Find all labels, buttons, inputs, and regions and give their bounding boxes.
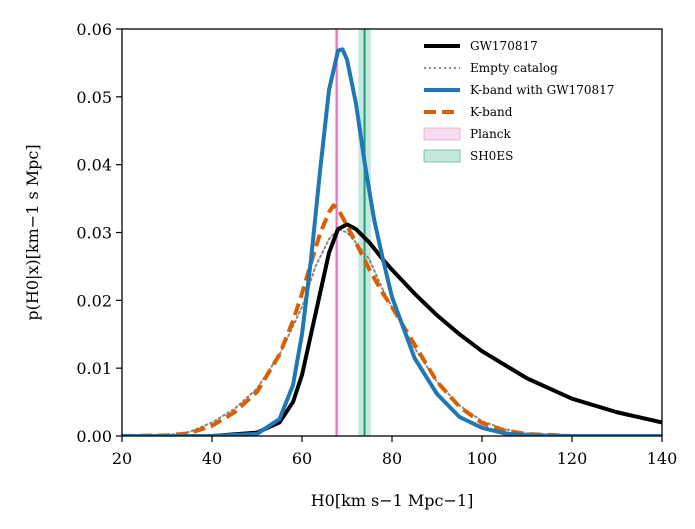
legend-label-sh0es: SH0ES [470,149,513,163]
x-tick-label: 100 [467,449,498,468]
legend-label-planck: Planck [470,127,512,141]
x-tick-label: 60 [292,449,312,468]
series-line-k-band [122,203,662,436]
legend-swatch-sh0es [423,149,461,163]
x-tick-label: 140 [647,449,678,468]
y-tick-label: 0.05 [76,88,112,107]
x-tick-label: 80 [382,449,402,468]
legend-label-gw170817: GW170817 [470,39,538,53]
legend-label-empty-catalog: Empty catalog [470,61,558,75]
legend: GW170817 Empty catalog K-band with GW17081… [423,39,614,163]
legend-swatch-planck [423,127,461,141]
y-tick-label: 0.04 [76,156,112,175]
y-axis-label: p(H0|x)[km−1 s Mpc] [23,144,42,320]
y-tick-label: 0.01 [76,359,112,378]
series-lines [122,47,662,436]
series-line-k-band-with-gw170817 [122,47,662,436]
y-tick-label: 0.02 [76,291,112,310]
x-tick-label: 20 [112,449,132,468]
x-axis-ticks: 20 40 60 80 100 120 140 [112,436,677,468]
series-line-empty-catalog [122,228,662,436]
y-tick-label: 0.06 [76,20,112,39]
series-line-gw170817 [122,222,662,436]
x-tick-label: 40 [202,449,222,468]
y-tick-label: 0.03 [76,224,112,243]
y-axis-ticks: 0.00 0.01 0.02 0.03 0.04 0.05 0.06 [76,20,122,446]
x-axis-label: H0[km s−1 Mpc−1] [311,491,474,510]
y-tick-label: 0.00 [76,427,112,446]
x-tick-label: 120 [557,449,588,468]
legend-label-k-band: K-band [470,105,513,119]
legend-label-k-band-with-gw170817: K-band with GW170817 [470,83,614,97]
